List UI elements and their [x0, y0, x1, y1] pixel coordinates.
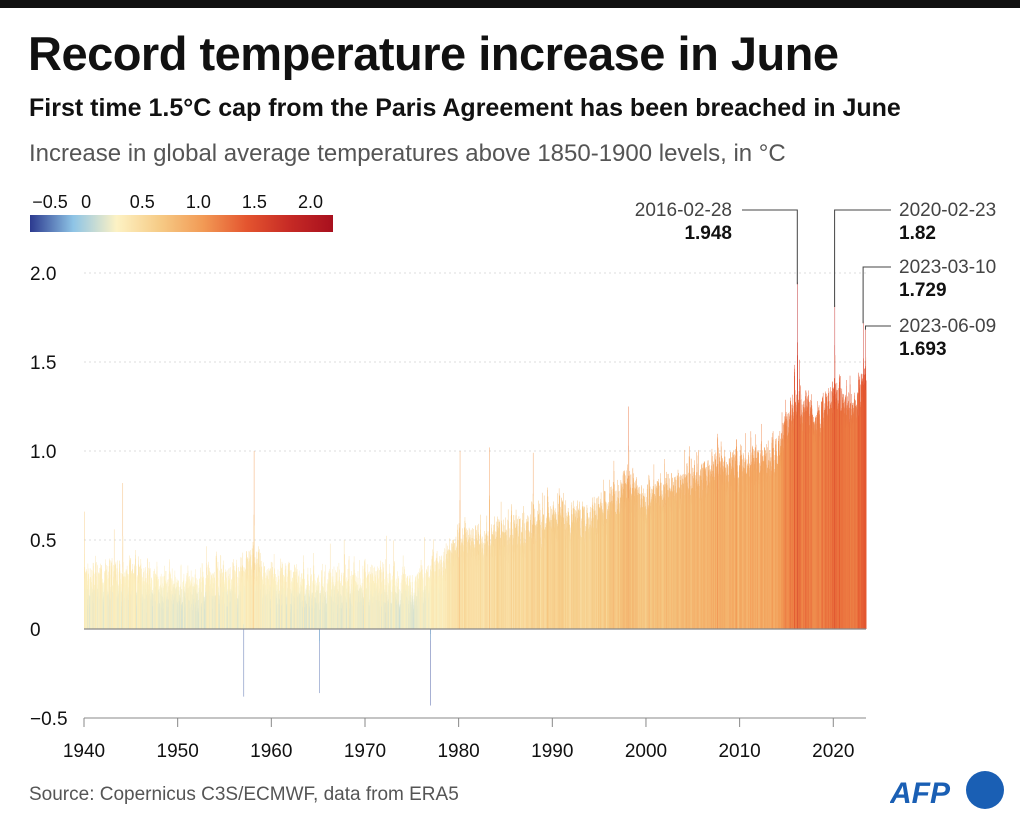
chart-title: Record temperature increase in June — [28, 27, 839, 80]
bar-series — [84, 282, 867, 706]
chart-subtitle: First time 1.5°C cap from the Paris Agre… — [29, 94, 901, 122]
top-rule — [0, 0, 1020, 8]
chart-description: Increase in global average temperatures … — [29, 140, 786, 167]
